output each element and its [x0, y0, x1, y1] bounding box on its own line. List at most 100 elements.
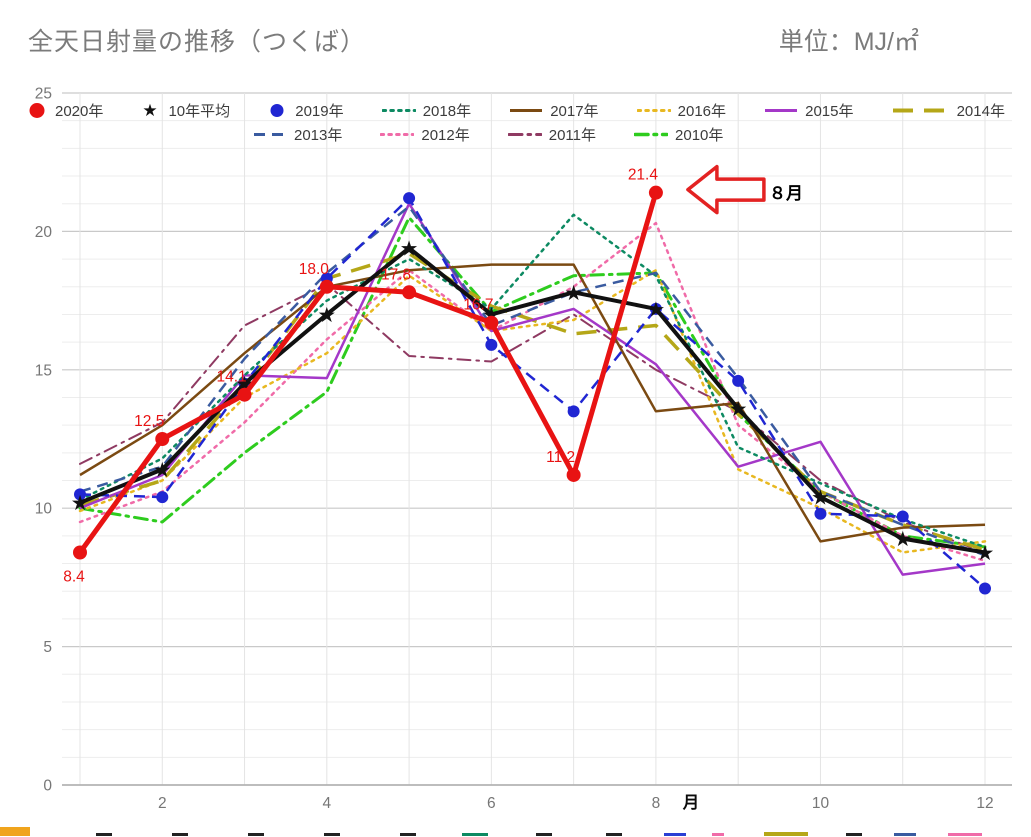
series-10年平均: ★★★★★★★★★★★★ [71, 238, 995, 565]
annotation-august-label: ８月 [769, 184, 803, 203]
data-point-marker [237, 387, 252, 402]
legend-item-2011年: 2011年 [507, 124, 597, 145]
chart-title: 全天日射量の推移（つくば） [28, 28, 367, 56]
cropped-next-chart-strip [0, 827, 982, 836]
x-axis-tick-label: 4 [323, 795, 332, 812]
cropped-strip-segment [324, 833, 340, 836]
data-point-marker [896, 510, 909, 523]
star-marker-icon: ★ [564, 282, 583, 305]
y-axis-tick-label: 10 [35, 501, 53, 518]
series-2013年 [79, 205, 986, 557]
series-line [79, 205, 986, 557]
y-axis-tick-label: 15 [35, 362, 52, 379]
cropped-strip-segment [172, 833, 188, 836]
x-axis-tick-label: 6 [487, 795, 496, 812]
legend-marker-2015年-icon [765, 109, 798, 112]
legend-label: 2015年 [805, 103, 854, 120]
legend-marker-2013年-icon [254, 133, 286, 136]
x-axis-tick-label: 10 [812, 795, 830, 812]
gridlines [62, 92, 1012, 786]
legend-label: 2011年 [548, 127, 597, 144]
legend-item-2017年: 2017年 [509, 100, 599, 121]
legend-marker-2012年-icon [380, 133, 415, 136]
legend-marker-2017年-icon [510, 109, 543, 112]
legend-row-2: 2013年 2012年 2011年 2010年 [253, 124, 723, 145]
series-line [79, 283, 986, 554]
data-point-marker [74, 488, 86, 501]
legend-label: 2020年 [55, 103, 104, 120]
y-axis-tick-label: 5 [43, 639, 52, 656]
legend-item-10年平均: ★ 10年平均 [141, 100, 230, 121]
legend-marker-2010年-icon [634, 132, 669, 137]
legend-marker-2019年-icon [270, 104, 284, 117]
data-point-marker [485, 338, 498, 351]
star-marker-icon: ★ [400, 238, 419, 261]
data-point-marker [979, 582, 991, 595]
data-point-marker [73, 545, 87, 560]
legend-label: 2014年 [956, 103, 1005, 120]
star-marker-icon: ★ [811, 487, 830, 510]
legend-label: 10年平均 [168, 103, 231, 120]
legend-label: 2017年 [550, 103, 599, 120]
data-point-marker [402, 285, 417, 300]
star-marker-icon: ★ [646, 298, 665, 321]
data-point-label: 14.1 [216, 369, 246, 386]
annotation-arrow-icon [686, 164, 766, 215]
x-axis-tick-label: 2 [158, 795, 167, 812]
svg-text:★: ★ [143, 103, 158, 118]
cropped-strip-segment [764, 832, 808, 836]
unit-label: 単位：MJ/㎡ [778, 28, 919, 56]
cropped-strip-segment [248, 833, 264, 836]
series-2015年 [79, 202, 986, 576]
data-point-marker [319, 279, 334, 294]
cropped-strip-segment [96, 833, 112, 836]
cropped-strip-segment [462, 833, 488, 836]
legend-item-2018年: 2018年 [381, 100, 472, 121]
series-line [77, 191, 659, 554]
legend-label: 2016年 [677, 103, 727, 120]
series-2020年: 8.4 12.5 14.1 18.0 17.8 16.7 11.2 21.4 [63, 167, 663, 585]
data-point-label: 16.7 [463, 297, 493, 314]
legend-item-2013年: 2013年 [253, 124, 342, 145]
legend-label: 2010年 [675, 127, 724, 144]
legend-item-2015年: 2015年 [764, 100, 854, 121]
series-line [79, 196, 986, 590]
cropped-strip-segment [894, 833, 916, 836]
cropped-strip-segment [664, 833, 686, 836]
legend-label: 2012年 [421, 127, 470, 144]
data-point-label: 17.8 [381, 266, 411, 283]
star-marker-icon: ★ [153, 459, 172, 482]
legend-label: 2013年 [294, 127, 343, 144]
data-point-label: 8.4 [63, 568, 85, 585]
data-point-label: 21.4 [628, 167, 659, 184]
legend-item-2014年: 2014年 [892, 100, 1005, 121]
cropped-strip-segment [606, 833, 622, 836]
data-point-marker [155, 432, 170, 446]
star-marker-icon: ★ [729, 398, 748, 421]
legend-marker-10年平均-icon: ★ [143, 103, 158, 118]
series-2011年 [79, 283, 986, 554]
legend-label: 2019年 [295, 103, 344, 120]
legend-item-2020年: 2020年 [28, 100, 103, 121]
x-axis-tick-label: 12 [976, 795, 993, 812]
data-point-marker [156, 491, 169, 504]
data-point-marker [484, 315, 499, 330]
legend-label: 2018年 [422, 103, 472, 120]
legend-item-2012年: 2012年 [380, 124, 470, 145]
data-point-label: 18.0 [299, 261, 330, 278]
series-2017年 [79, 263, 986, 543]
star-marker-icon: ★ [893, 528, 912, 551]
data-point-marker [566, 467, 581, 482]
series-2019年 [74, 192, 991, 595]
cropped-strip-segment [712, 833, 724, 836]
x-axis-tick-label: 8 [652, 795, 661, 812]
data-point-marker [732, 374, 745, 387]
legend-marker-2016年-icon [636, 109, 671, 112]
y-axis-tick-label: 0 [43, 778, 52, 795]
series-2018年 [78, 213, 987, 549]
legend-item-2019年: 2019年 [268, 100, 344, 121]
data-point-marker [567, 405, 580, 418]
cropped-strip-segment [0, 827, 30, 836]
